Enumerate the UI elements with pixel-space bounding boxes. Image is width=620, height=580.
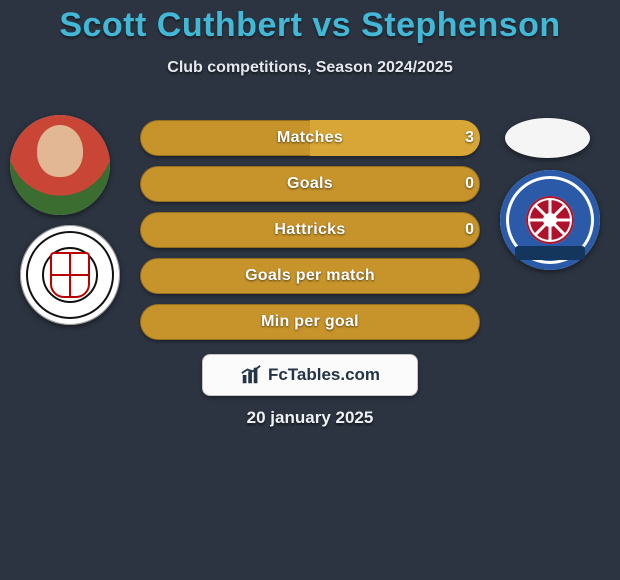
stat-value-right [434,258,474,294]
page-title: Scott Cuthbert vs Stephenson [0,0,620,45]
brand-box: FcTables.com [202,354,418,396]
player-photo-right [505,118,590,158]
badge-shield-icon [50,252,90,298]
badge-wheel-icon [530,200,570,240]
stat-label: Min per goal [140,304,480,340]
stat-label: Goals per match [140,258,480,294]
stat-row: Goals 0 [140,166,480,202]
date-label: 20 january 2025 [0,408,620,428]
bar-chart-icon [240,364,262,386]
club-badge-right [500,170,600,270]
subtitle: Club competitions, Season 2024/2025 [0,59,620,77]
stat-label: Matches [140,120,480,156]
stat-row: Goals per match [140,258,480,294]
stat-label: Hattricks [140,212,480,248]
badge-banner-icon [515,246,585,260]
player-photo-left [10,115,110,215]
badge-center-icon [526,196,574,244]
photo-head-shape [37,125,83,177]
stat-row: Matches 3 [140,120,480,156]
comparison-card: Scott Cuthbert vs Stephenson Club compet… [0,0,620,580]
brand-text: FcTables.com [268,365,380,385]
stat-label: Goals [140,166,480,202]
stat-value-right: 3 [434,120,474,156]
stat-row: Hattricks 0 [140,212,480,248]
stat-value-right [434,304,474,340]
stat-value-right: 0 [434,212,474,248]
stat-row: Min per goal [140,304,480,340]
stats-panel: Matches 3 Goals 0 Hattricks 0 Goals per … [140,120,480,340]
stat-value-right: 0 [434,166,474,202]
club-badge-left [20,225,120,325]
